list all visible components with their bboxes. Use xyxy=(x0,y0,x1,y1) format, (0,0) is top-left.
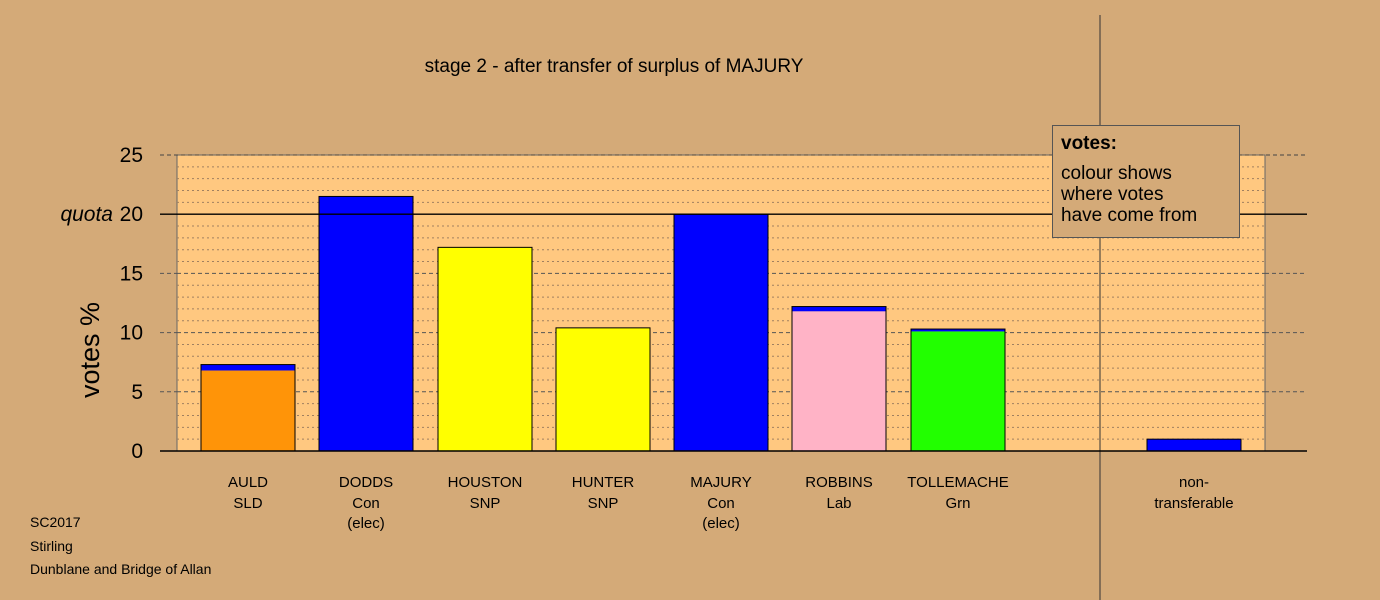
x-label-party: Con xyxy=(352,495,380,512)
bar-segment xyxy=(1147,439,1241,451)
footer-ward: Dunblane and Bridge of Allan xyxy=(30,561,212,577)
x-label-name: TOLLEMACHE xyxy=(907,474,1008,491)
x-label-name: AULD xyxy=(228,474,268,491)
bar-segment xyxy=(911,329,1005,332)
y-tick-label: 15 xyxy=(120,262,143,285)
x-label-party: SNP xyxy=(588,495,619,512)
legend-box: votes: colour shows where votes have com… xyxy=(1052,125,1240,238)
x-label-note: (elec) xyxy=(702,515,740,532)
legend-line-1: colour shows xyxy=(1061,163,1172,184)
bar-segment xyxy=(201,364,295,371)
x-label-name: HUNTER xyxy=(572,474,635,491)
y-tick-label: 20 xyxy=(120,203,143,226)
legend-title: votes: xyxy=(1061,133,1117,154)
bar-segment xyxy=(674,214,768,451)
footer-election: SC2017 xyxy=(30,514,81,530)
bar-segment xyxy=(438,247,532,451)
quota-label: quota xyxy=(60,203,113,226)
y-tick-label: 10 xyxy=(120,322,143,345)
y-tick-label: 25 xyxy=(120,144,143,167)
legend-line-3: have come from xyxy=(1061,205,1198,226)
chart-title: stage 2 - after transfer of surplus of M… xyxy=(425,56,804,77)
bar-segment xyxy=(792,306,886,312)
x-label-party: transferable xyxy=(1154,495,1233,512)
x-label-name: HOUSTON xyxy=(448,474,523,491)
bar-segment xyxy=(201,370,295,451)
y-ticks: 0 5 10 15 20 25 xyxy=(120,144,143,463)
y-axis-label: votes % xyxy=(75,302,105,398)
x-label-name: ROBBINS xyxy=(805,474,873,491)
bar-segment xyxy=(556,327,650,451)
x-label-party: Lab xyxy=(826,495,851,512)
x-labels: AULD SLD DODDS Con (elec) HOUSTON SNP HUNTER SNP… xyxy=(228,474,1234,532)
x-label-party: Grn xyxy=(945,495,970,512)
y-tick-label: 0 xyxy=(131,440,143,463)
bars xyxy=(200,195,1242,452)
legend-line-2: where votes xyxy=(1061,184,1164,205)
bar-segment xyxy=(319,196,413,451)
x-label-note: (elec) xyxy=(347,515,385,532)
x-label-party: Con xyxy=(707,495,735,512)
x-label-name: DODDS xyxy=(339,474,393,491)
footer-council: Stirling xyxy=(30,538,73,554)
bar-segment xyxy=(792,311,886,451)
x-label-name: MAJURY xyxy=(690,474,751,491)
x-label-party: SNP xyxy=(470,495,501,512)
x-label-name: non- xyxy=(1179,474,1209,491)
x-label-party: SLD xyxy=(233,495,262,512)
y-tick-label: 5 xyxy=(131,381,143,404)
bar-segment xyxy=(911,331,1005,451)
